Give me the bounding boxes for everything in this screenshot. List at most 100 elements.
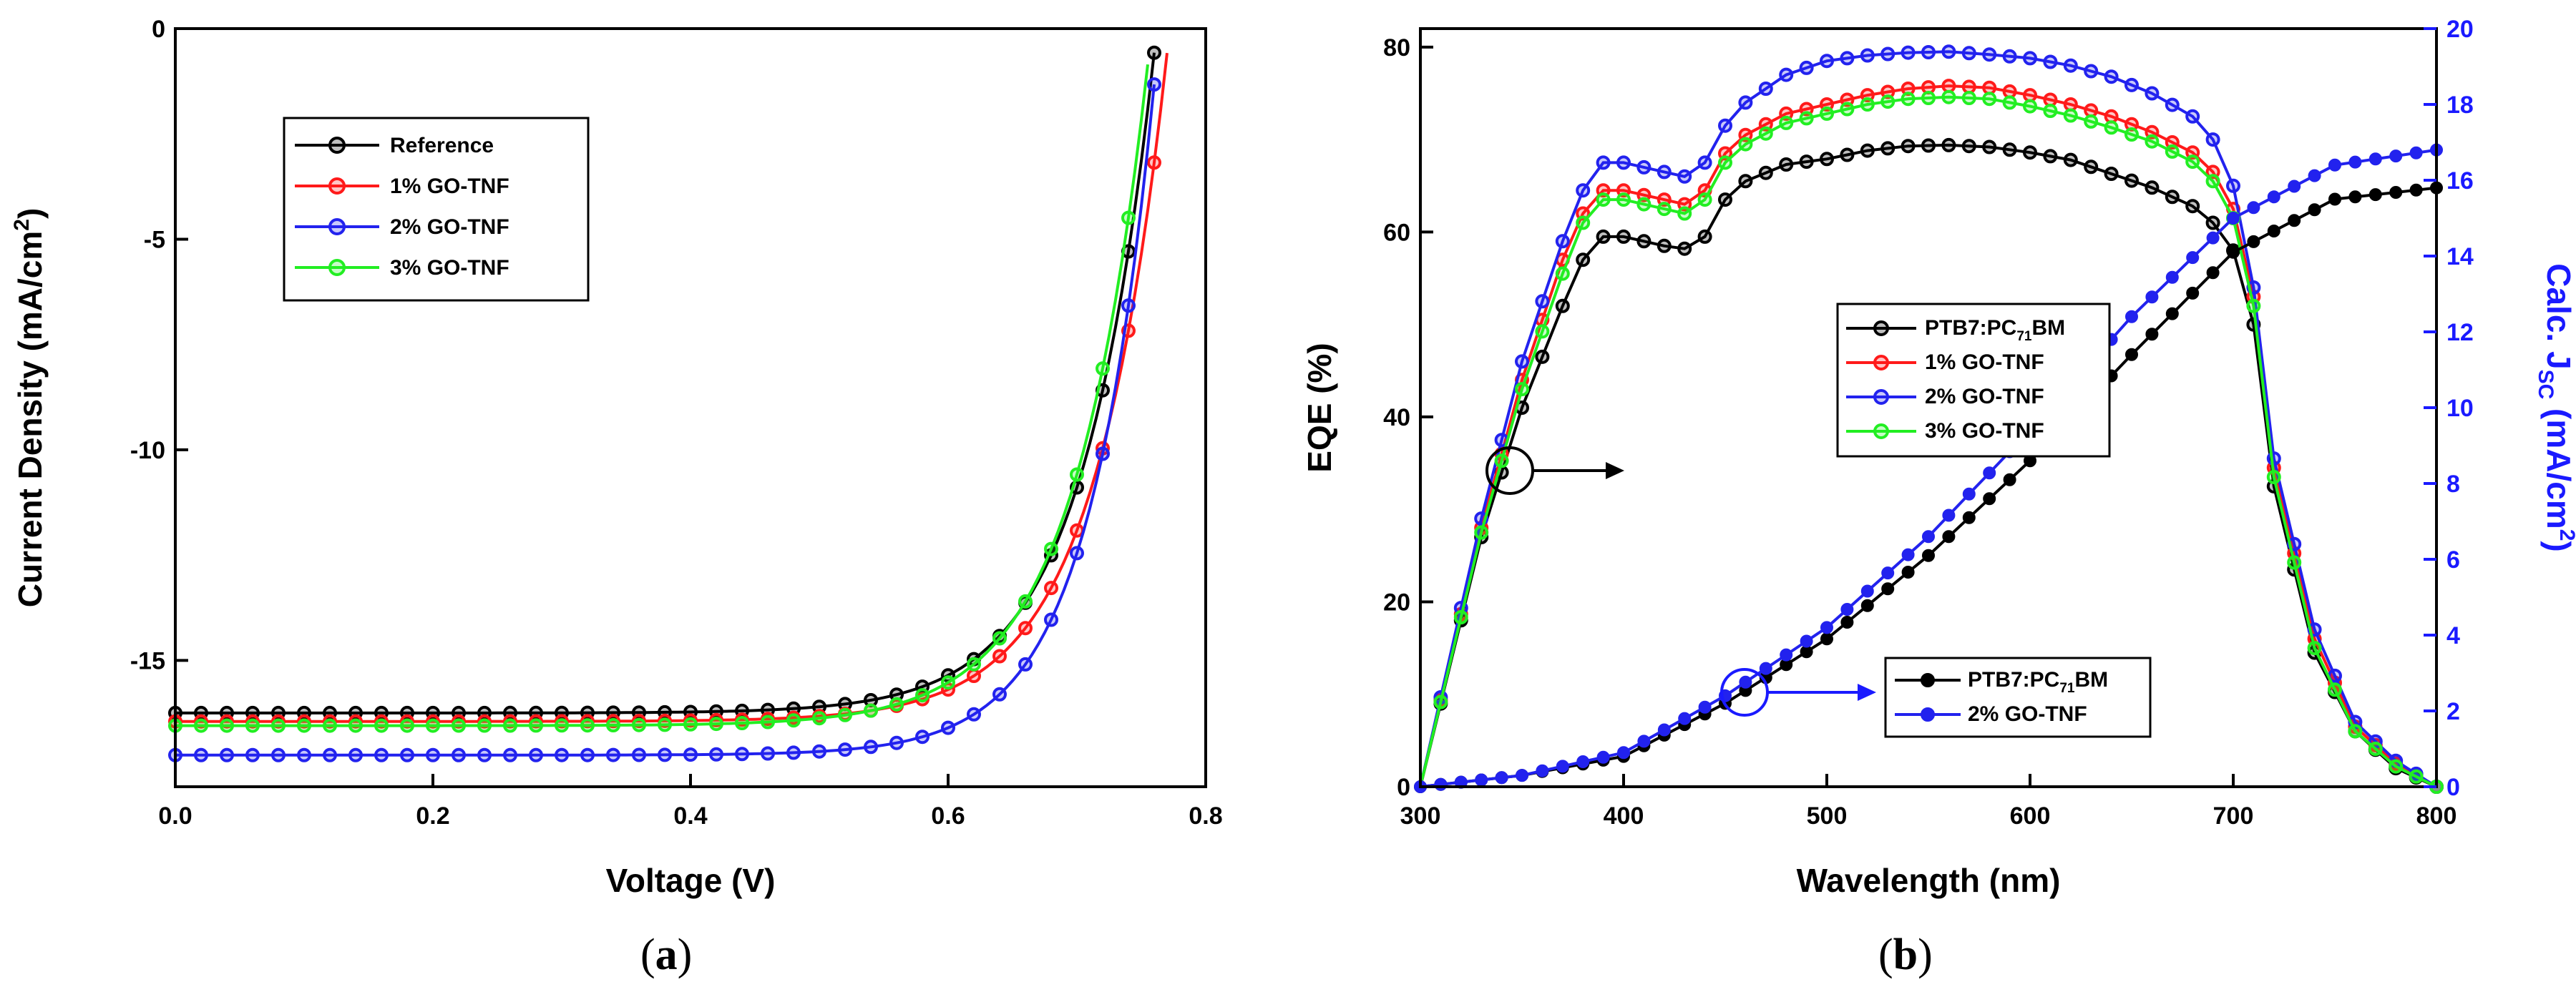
panel-b-eqe-legend-label-4: 3% GO-TNF: [1925, 419, 2044, 443]
panel-b-eqe-data-point: [2307, 641, 2322, 656]
panel-a-data-point: [992, 649, 1007, 664]
panel-b-eqe-data-point: [2348, 724, 2363, 739]
panel-b-jsc-data-point: [1901, 548, 1915, 561]
panel-a-data-point: [426, 747, 440, 762]
panel-b-eqe-legend-label-1-sub: 71: [2016, 329, 2032, 344]
panel-a-data-point: [838, 707, 852, 722]
panel-b-x-tick-label: 400: [1604, 802, 1644, 830]
panel-b-eqe-data-point: [2145, 86, 2160, 101]
panel-a-legend-swatch-marker: [328, 137, 346, 154]
panel-a-series-line: [175, 64, 1149, 727]
panel-b-eqe-data-point: [1799, 111, 1814, 126]
panel-b-eqe-data-point: [2389, 759, 2404, 774]
panel-b-right-y-tick-label: 6: [2446, 546, 2460, 574]
panel-a-data-point: [194, 747, 208, 762]
panel-b-jsc-legend-label-1-sub: 71: [2059, 681, 2075, 696]
panel-b-x-axis-title: Wavelength (nm): [1797, 862, 2061, 899]
panel-b-eqe-data-point: [1535, 349, 1550, 364]
panel-a-data-point: [194, 718, 208, 733]
panel-b-jsc-legend-items: [1895, 673, 1961, 722]
panel-b-right-y-tick-label: 4: [2446, 622, 2460, 649]
panel-a-data-point: [1044, 581, 1058, 596]
panel-b-jsc-data-point: [1780, 648, 1793, 662]
panel-a-data-point: [1096, 361, 1110, 376]
panel-b-right-y-tick-label: 2: [2446, 698, 2460, 725]
panel-a-legend-swatch-marker: [328, 177, 346, 195]
panel-b-eqe-data-point: [1657, 164, 1672, 180]
panel-b-eqe-legend-swatch-marker: [1873, 389, 1889, 405]
panel-b-eqe-data-point: [1921, 138, 1936, 153]
panel-a-data-point: [529, 747, 543, 762]
panel-b-y-tick-label: 60: [1383, 219, 1410, 246]
panel-b-jsc-data-point: [1800, 634, 1813, 648]
panel-b-jsc-data-point: [1983, 492, 1996, 506]
panel-b-eqe-data-point: [1941, 44, 1956, 59]
panel-b-eqe-data-point: [1697, 155, 1712, 170]
panel-a-data-point: [812, 744, 826, 759]
panel-a-data-point: [529, 718, 543, 733]
panel-b-eqe-data-point: [2104, 69, 2119, 84]
panel-b-jsc-legend-swatch-marker: [1921, 673, 1935, 687]
panel-a-label: (a): [640, 930, 692, 979]
panel-b-eqe-data-point: [1758, 126, 1773, 141]
panel-a-legend-box: [283, 117, 590, 302]
panel-b-jsc-data-point: [1637, 735, 1651, 748]
panel-a-data-point: [348, 747, 363, 762]
panel-b-y-tick-label: 0: [1397, 774, 1410, 801]
panel-b-series-group: [1414, 44, 2444, 794]
panel-b-jsc-data-point: [1800, 645, 1813, 659]
panel-b-jsc-data-point: [1739, 675, 1752, 689]
panel-b-eqe-data-point: [1982, 47, 1997, 62]
panel-b-eqe-data-point: [1820, 152, 1834, 167]
panel-b-jsc-data-point: [1516, 769, 1528, 782]
panel-b-right-axis-title-sup: 2: [2555, 529, 2576, 541]
panel-b-jsc-data-point: [2368, 152, 2382, 166]
panel-b-jsc-data-point: [1881, 566, 1895, 580]
panel-a-data-point: [400, 747, 414, 762]
panel-b-jsc-legend-box: [1884, 657, 2152, 738]
panel-a-data-point: [632, 717, 646, 732]
panel-b-right-axis-title-mid: (mA/cm: [2540, 399, 2576, 529]
panel-b-label-close: ): [1918, 930, 1933, 979]
panel-a-y-axis-title-end: ): [11, 208, 49, 219]
panel-b-jsc-data-point: [1962, 511, 1976, 524]
panel-a-data-point: [889, 735, 904, 750]
panel-b-jsc-data-point: [2247, 201, 2260, 215]
panel-b-jsc-data-point: [2227, 245, 2240, 259]
panel-b-eqe-data-point: [2246, 298, 2261, 313]
panel-a-data-point: [735, 716, 749, 730]
panel-b-jsc-data-point: [1759, 662, 1772, 675]
panel-b-eqe-data-point: [2023, 99, 2037, 114]
panel-a-data-point: [1018, 657, 1033, 672]
panel-b-eqe-data-point: [2084, 159, 2099, 175]
panel-b-jsc-data-point: [1840, 603, 1854, 616]
panel-b-x-tick-label: 700: [2213, 802, 2254, 830]
panel-a-data-point: [658, 747, 672, 762]
panel-b-jsc-data-point: [2267, 225, 2280, 237]
panel-b-eqe-data-point: [1738, 95, 1753, 110]
panel-b-ticks: 300 400 500 600 700 8000204060800246810121416…: [1383, 16, 2474, 830]
panel-b-x-tick-label: 600: [2010, 802, 2051, 830]
panel-b-eqe-data-point: [1616, 192, 1631, 207]
panel-b-eqe-data-point: [1921, 45, 1936, 59]
panel-a-data-point: [632, 747, 646, 762]
panel-a-data-point: [245, 747, 260, 762]
panel-a-data-point: [967, 669, 981, 683]
panel-a-data-point: [786, 745, 801, 760]
panel-b-eqe-data-point: [1961, 79, 1976, 94]
panel-b-eqe-data-point: [1555, 298, 1570, 313]
panel-b-right-y-tick-label: 12: [2446, 319, 2474, 346]
panel-b-eqe-data-point: [1718, 118, 1732, 133]
panel-a-legend-label-4: 3% GO-TNF: [390, 256, 509, 280]
panel-b-eqe-legend-label-2: 1% GO-TNF: [1925, 350, 2044, 374]
panel-b-x-tick-label: 800: [2416, 802, 2457, 830]
panel-a-data-point: [1018, 621, 1033, 636]
panel-a-y-tick-label: -15: [130, 647, 165, 674]
panel-b-eqe-data-point: [1535, 294, 1550, 309]
panel-b-y-tick-label: 20: [1383, 589, 1410, 616]
panel-a-data-point: [838, 742, 852, 757]
panel-b-jsc-data-point: [2328, 192, 2341, 206]
panel-b-eqe-data-point: [1860, 97, 1875, 112]
panel-b-eqe-data-point: [1636, 234, 1652, 249]
panel-a-y-axis-title: Current Density (mA/cm2): [10, 208, 49, 608]
